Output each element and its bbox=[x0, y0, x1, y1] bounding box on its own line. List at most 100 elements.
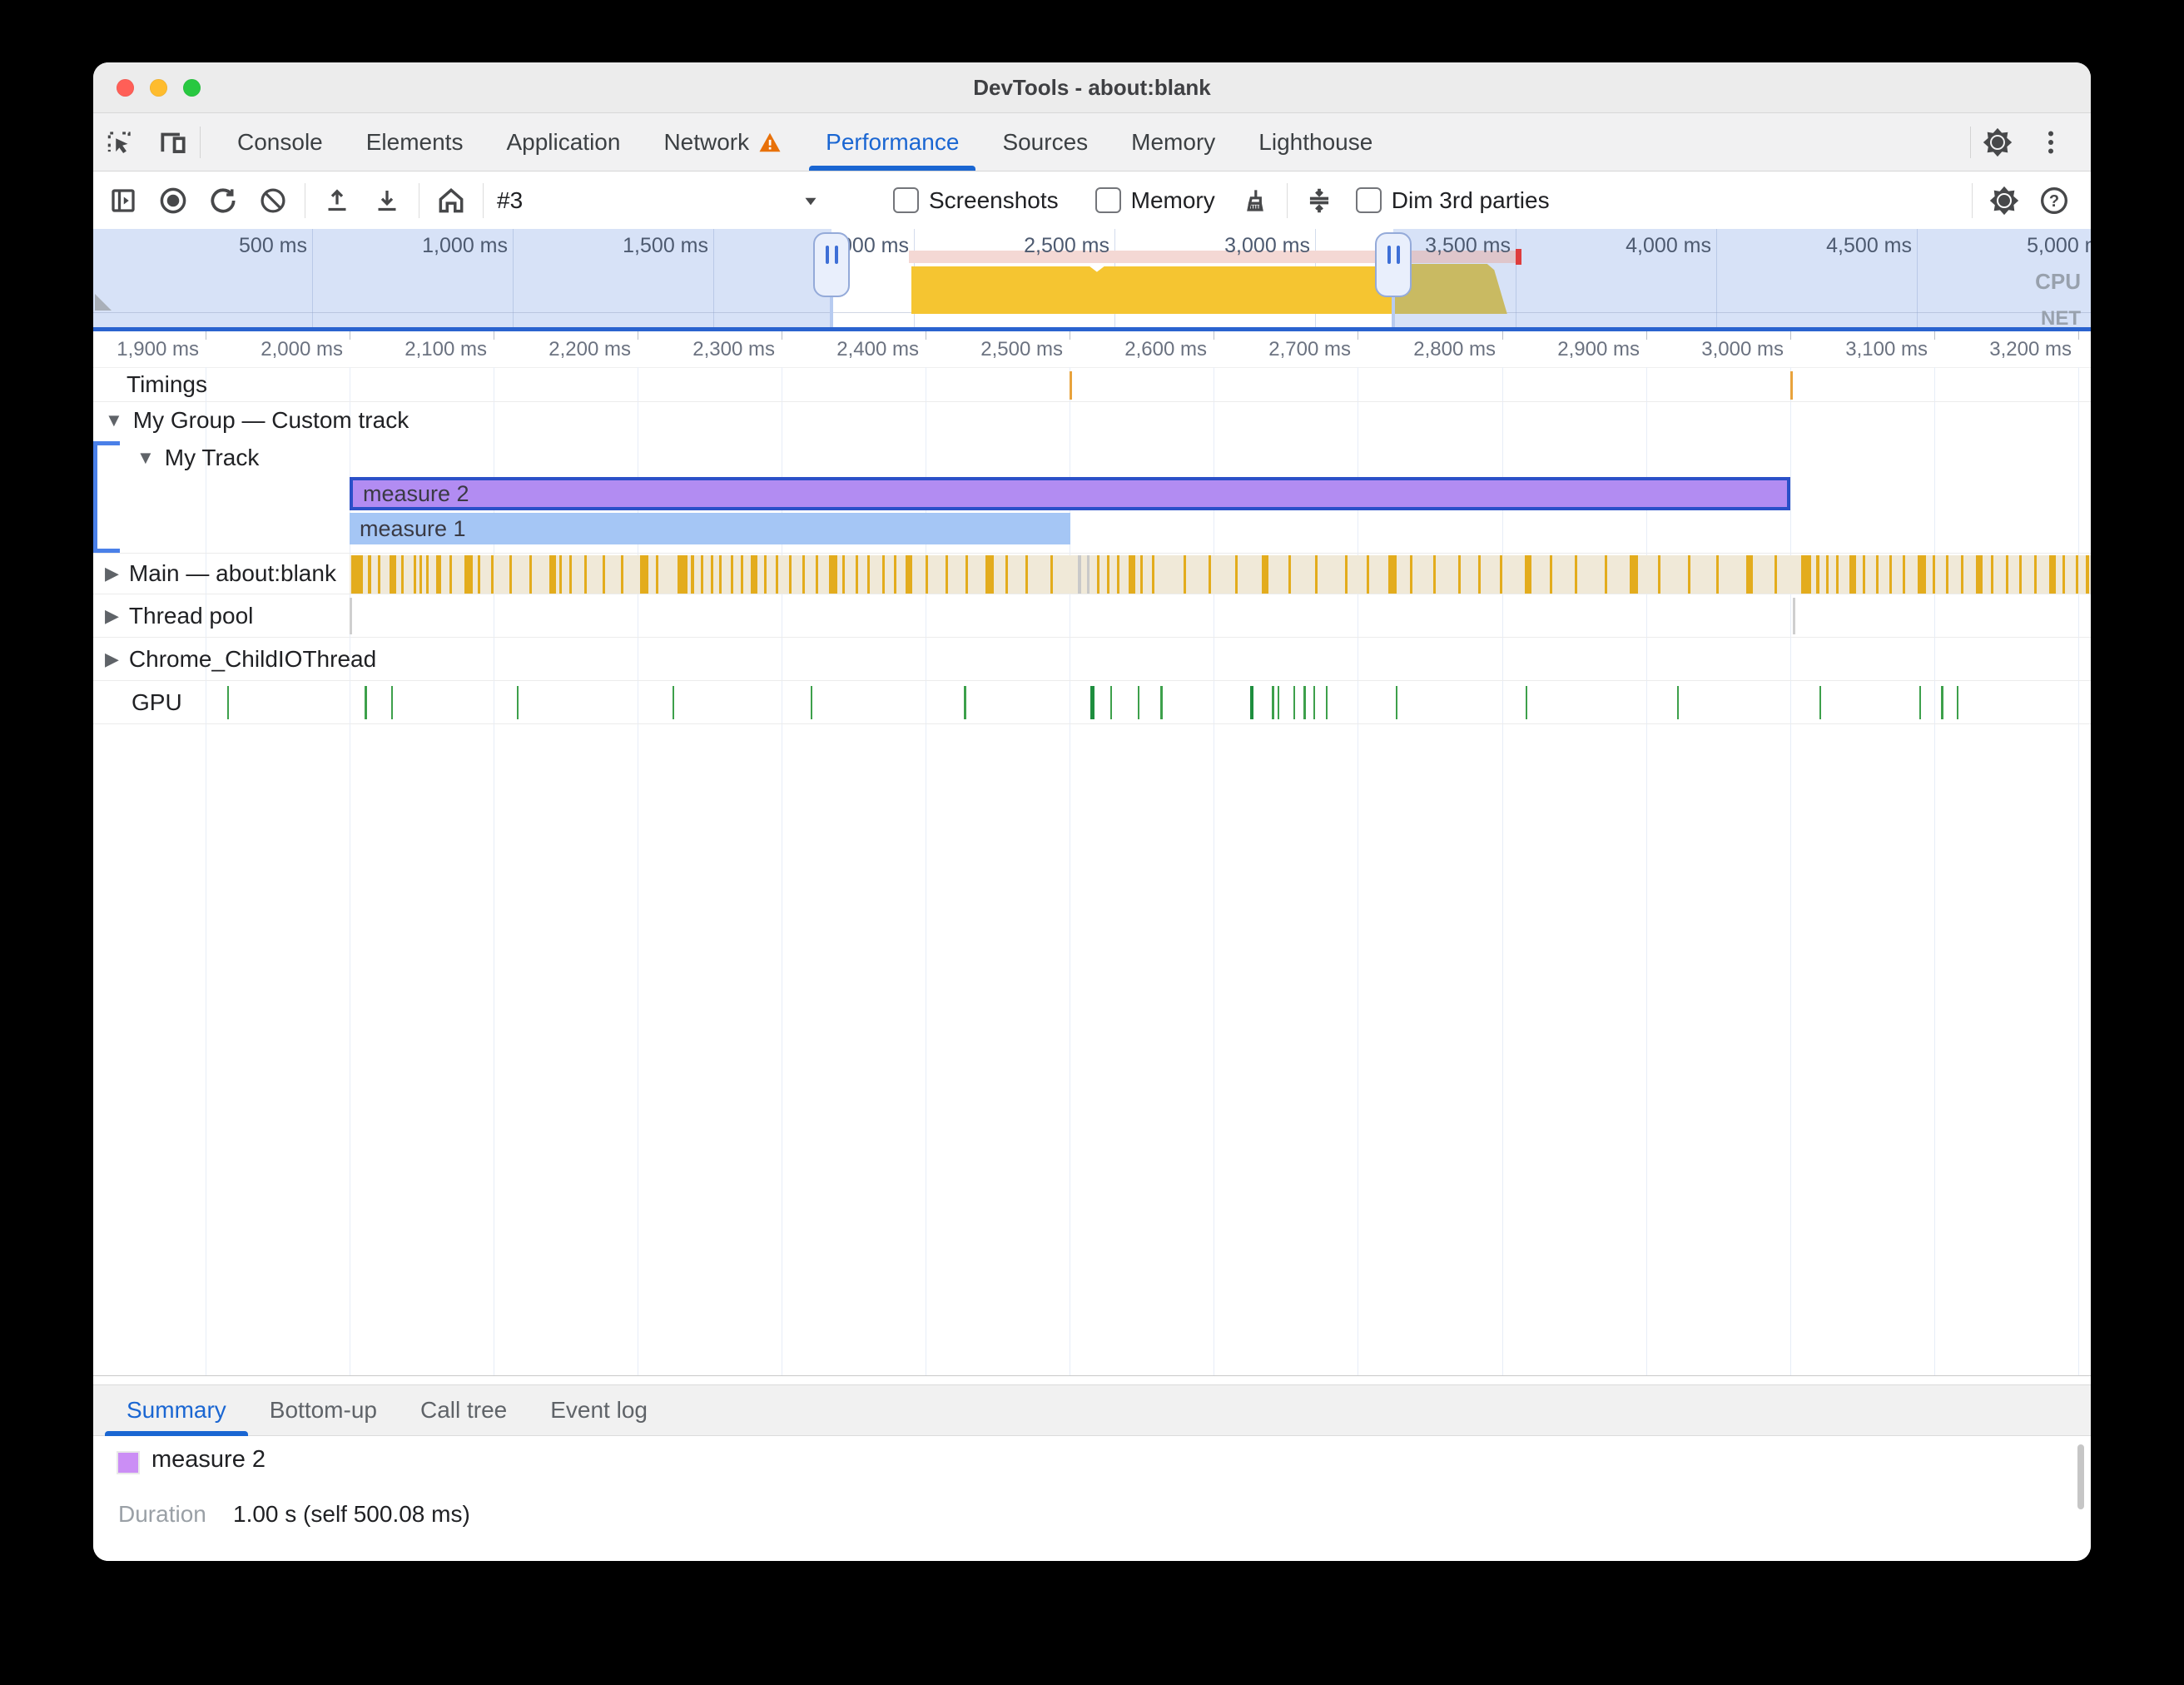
chevron-collapsed-icon[interactable]: ▶ bbox=[105, 648, 119, 669]
dim-3rd-parties-checkbox[interactable] bbox=[1355, 187, 1382, 213]
download-profile-icon[interactable] bbox=[362, 177, 412, 224]
gpu-activity-tick bbox=[1677, 686, 1679, 719]
chevron-expanded-icon[interactable]: ▼ bbox=[136, 446, 155, 468]
ruler-tick-label: 3,000 ms bbox=[1701, 338, 1784, 360]
main-activity-stripe bbox=[1946, 555, 1948, 594]
screenshots-toggle[interactable]: Screenshots bbox=[893, 187, 1059, 214]
reload-icon[interactable] bbox=[198, 177, 248, 224]
tab-application[interactable]: Application bbox=[484, 113, 642, 171]
zoom-window-button[interactable] bbox=[183, 79, 201, 97]
clear-icon[interactable] bbox=[248, 177, 298, 224]
gpu-activity-tick bbox=[1326, 686, 1328, 719]
drawer-tab-call-tree[interactable]: Call tree bbox=[399, 1385, 529, 1435]
tab-sources[interactable]: Sources bbox=[980, 113, 1109, 171]
track-row-custom-group[interactable]: ▼ My Group — Custom track bbox=[93, 402, 2091, 439]
overview-tick-label: 3,000 ms bbox=[1224, 234, 1310, 257]
gpu-track-label: GPU bbox=[132, 688, 182, 715]
track-row-childio[interactable]: ▶ Chrome_ChildIOThread bbox=[93, 638, 2091, 681]
chevron-collapsed-icon[interactable]: ▶ bbox=[105, 562, 119, 584]
measure-bar-measure-1[interactable]: measure 1 bbox=[350, 513, 1070, 544]
overview-gridline bbox=[312, 229, 313, 327]
summary-scrollbar[interactable] bbox=[2077, 1444, 2084, 1509]
chevron-expanded-icon[interactable]: ▼ bbox=[105, 410, 123, 430]
ruler-tick bbox=[2078, 331, 2079, 340]
toggle-sidebar-icon[interactable] bbox=[98, 177, 148, 224]
overview-window-handle-left[interactable] bbox=[813, 232, 850, 297]
help-icon[interactable]: ? bbox=[2029, 177, 2079, 224]
drawer-tab-summary[interactable]: Summary bbox=[105, 1385, 248, 1436]
row-divider bbox=[93, 553, 2091, 554]
tab-lighthouse[interactable]: Lighthouse bbox=[1237, 113, 1394, 171]
home-icon[interactable] bbox=[426, 177, 476, 224]
overview-gridline bbox=[1917, 229, 1918, 327]
main-activity-stripe bbox=[1716, 555, 1719, 594]
main-activity-stripe bbox=[1605, 555, 1607, 594]
track-row-timings[interactable]: Timings bbox=[93, 367, 2091, 402]
tab-network[interactable]: Network bbox=[642, 113, 804, 171]
main-activity-stripe bbox=[1025, 555, 1028, 594]
active-drawer-tab-underline bbox=[105, 1431, 248, 1436]
collapse-panel-icon[interactable] bbox=[1294, 177, 1344, 224]
profile-label: #3 bbox=[497, 186, 524, 213]
thread-pool-marker bbox=[350, 598, 352, 634]
capture-settings-gear-icon[interactable] bbox=[1979, 177, 2029, 224]
kebab-menu-icon[interactable] bbox=[2024, 121, 2077, 164]
ruler-tick-label: 3,200 ms bbox=[1989, 338, 2072, 360]
record-icon[interactable] bbox=[148, 177, 198, 224]
summary-event-name: measure 2 bbox=[151, 1446, 266, 1473]
tab-console[interactable]: Console bbox=[216, 113, 345, 171]
minimize-window-button[interactable] bbox=[150, 79, 167, 97]
chevron-collapsed-icon[interactable]: ▶ bbox=[105, 604, 119, 626]
gpu-activity-tick bbox=[227, 686, 229, 719]
main-activity-stripe bbox=[464, 555, 473, 594]
screenshots-checkbox[interactable] bbox=[893, 187, 919, 213]
timeline-overview[interactable]: 500 ms 1,000 ms 1,500 ms 2,000 ms 2,500 ms 3,… bbox=[93, 229, 2091, 327]
tab-memory[interactable]: Memory bbox=[1109, 113, 1237, 171]
tab-elements[interactable]: Elements bbox=[345, 113, 485, 171]
drawer-tab-event-log[interactable]: Event log bbox=[529, 1385, 669, 1435]
memory-checkbox[interactable] bbox=[1094, 187, 1121, 213]
timings-marker bbox=[1070, 371, 1072, 400]
memory-toggle[interactable]: Memory bbox=[1094, 187, 1215, 214]
upload-profile-icon[interactable] bbox=[312, 177, 362, 224]
main-activity-stripe bbox=[1976, 555, 1983, 594]
main-activity-stripe bbox=[1235, 555, 1238, 594]
main-activity-stripe bbox=[1525, 555, 1531, 594]
tab-label: Performance bbox=[826, 128, 960, 155]
timings-marker bbox=[1790, 371, 1793, 400]
main-activity-stripe bbox=[2006, 555, 2008, 594]
track-row-main[interactable]: ▶ Main — about:blank bbox=[93, 553, 2091, 594]
ruler-tick bbox=[1934, 331, 1935, 340]
device-toolbar-icon[interactable] bbox=[146, 121, 200, 164]
main-activity-stripe bbox=[1746, 555, 1753, 594]
dim-3rd-parties-toggle[interactable]: Dim 3rd parties bbox=[1355, 187, 1550, 214]
track-row-thread-pool[interactable]: ▶ Thread pool bbox=[93, 594, 2091, 638]
track-row-my-track[interactable]: ▼ My Track bbox=[93, 439, 2091, 476]
measure-bar-measure-2[interactable]: measure 2 bbox=[350, 477, 1790, 510]
main-activity-stripe bbox=[2062, 555, 2065, 594]
tab-performance[interactable]: Performance bbox=[804, 113, 980, 171]
gpu-activity-tick bbox=[1138, 686, 1139, 719]
profile-dropdown[interactable]: #3 bbox=[497, 187, 821, 214]
settings-gear-icon[interactable] bbox=[1971, 121, 2024, 164]
drawer-tab-bottom-up[interactable]: Bottom-up bbox=[248, 1385, 399, 1435]
collect-garbage-icon[interactable] bbox=[1230, 177, 1280, 224]
close-window-button[interactable] bbox=[117, 79, 134, 97]
main-activity-stripe bbox=[867, 555, 870, 594]
gpu-activity-tick bbox=[1957, 686, 1958, 719]
main-thread-activity-band[interactable] bbox=[350, 555, 2091, 594]
svg-text:?: ? bbox=[2049, 192, 2059, 211]
ruler-tick-label: 2,100 ms bbox=[405, 338, 487, 360]
main-activity-stripe bbox=[1774, 555, 1777, 594]
main-activity-stripe bbox=[965, 555, 968, 594]
overview-detail-divider[interactable] bbox=[93, 327, 2091, 331]
main-activity-stripe bbox=[419, 555, 422, 594]
gpu-activity-tick bbox=[517, 686, 519, 719]
drawer-splitter[interactable] bbox=[93, 1375, 2091, 1376]
main-activity-stripe bbox=[946, 555, 948, 594]
overview-window-handle-right[interactable] bbox=[1375, 232, 1412, 297]
inspect-element-icon[interactable] bbox=[93, 121, 146, 164]
gpu-activity-tick bbox=[365, 686, 367, 719]
main-activity-stripe bbox=[856, 555, 858, 594]
track-row-gpu[interactable]: GPU bbox=[93, 681, 2091, 724]
